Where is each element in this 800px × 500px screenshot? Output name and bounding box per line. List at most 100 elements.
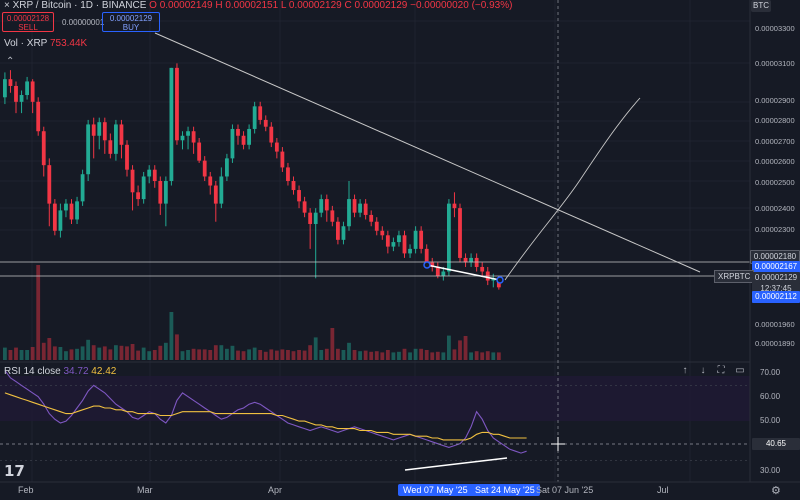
crosshair-cursor-icon [551, 437, 565, 451]
buy-button[interactable]: 0.00002129 BUY [102, 12, 160, 32]
sell-button[interactable]: 0.00002128 SELL [2, 12, 54, 32]
rsi-title[interactable]: RSI 14 close [4, 366, 61, 377]
volume-bar [3, 347, 7, 360]
settings-gear-icon[interactable]: ⚙ [771, 485, 781, 497]
volume-bar [474, 351, 479, 360]
candle-body [136, 192, 140, 200]
rsi-divergence-line[interactable] [404, 457, 508, 471]
volume-bar [247, 349, 251, 360]
volume-bar [458, 340, 462, 360]
volume-bar [297, 350, 301, 360]
volume-bar [441, 352, 446, 360]
sell-label: SELL [18, 23, 38, 32]
volume-bar [402, 348, 407, 360]
candle-body [447, 203, 451, 272]
symbol-title[interactable]: XRP / Bitcoin · 1D · BINANCE [12, 0, 147, 11]
volume-bar [363, 350, 368, 360]
price-axis-label: 0.00002700 [755, 137, 795, 146]
volume-bar [358, 351, 362, 360]
candle-body [324, 199, 329, 211]
candle-body [313, 212, 318, 224]
volume-bar [169, 312, 174, 360]
volume-bar [374, 351, 379, 360]
currency-badge[interactable]: BTC [751, 0, 771, 12]
rsi-axis[interactable]: 70.00 60.00 50.00 30.00 [760, 368, 781, 475]
volume-bar [330, 328, 335, 360]
candle-body [47, 165, 52, 204]
divergence-handle-end[interactable] [496, 276, 504, 284]
volume-bar [286, 350, 290, 360]
volume-bar [58, 347, 63, 360]
buy-price: 0.00002129 [109, 14, 153, 23]
rsi-axis-label: 30.00 [760, 466, 781, 475]
price-axis-label: 0.00002600 [755, 157, 795, 166]
volume-bar [8, 350, 13, 360]
volume-bar [435, 351, 440, 360]
volume-bar [469, 352, 473, 360]
volume-bar [64, 351, 68, 360]
volume-bar [141, 347, 146, 360]
price-axis[interactable]: 0.00003300 0.00003100 0.00002900 0.00002800… [755, 24, 795, 348]
candle-body [108, 140, 113, 154]
volume-bar [102, 346, 107, 360]
collapse-icon[interactable]: × [4, 0, 10, 11]
volume-bar [230, 345, 235, 360]
projection-curve[interactable] [504, 97, 641, 281]
candle-body [419, 230, 424, 249]
trendline[interactable] [154, 32, 701, 273]
divergence-handle-start[interactable] [423, 261, 431, 269]
volume-bar [352, 350, 357, 360]
volume-bar [86, 339, 91, 360]
volume-bar [380, 352, 385, 360]
volume-bar [336, 348, 340, 360]
price-axis-label: 0.00002900 [755, 96, 795, 105]
candle-body [64, 203, 68, 211]
volume-bar [308, 345, 313, 360]
volume-bar [263, 351, 268, 360]
candle-body [424, 248, 429, 263]
candle-body [391, 242, 396, 247]
x-highlight-start: Wed 07 May '25 [398, 484, 473, 496]
volume-bar [208, 350, 213, 360]
volume-bar [180, 351, 185, 360]
volume-bar [125, 346, 129, 360]
legend-collapse-icon[interactable]: ⌃ [6, 56, 15, 67]
tradingview-logo[interactable]: 17 [4, 462, 25, 480]
candle-body [336, 221, 340, 240]
move-up-icon[interactable]: ↑ [682, 365, 688, 376]
rsi-value: 34.72 [63, 366, 89, 377]
volume-bar [225, 348, 229, 360]
candle-body [286, 167, 290, 181]
price-axis-label: 0.00003300 [755, 24, 795, 33]
candle-body [202, 160, 207, 177]
candle-body [269, 126, 274, 143]
volume-bar [175, 334, 179, 360]
candle-body [219, 176, 224, 204]
x-label-jul: Jul [657, 485, 669, 495]
volume-label[interactable]: Vol · XRP [4, 38, 48, 49]
move-down-icon[interactable]: ↓ [700, 365, 706, 376]
maximize-pane-icon[interactable]: ⛶ [717, 365, 725, 376]
volume-bar [291, 351, 296, 360]
candle-body [491, 278, 496, 281]
sell-price: 0.00002128 [6, 14, 50, 23]
price-axis-label: 0.00003100 [755, 59, 795, 68]
candle-body [180, 135, 185, 141]
price-divergence-line[interactable] [426, 264, 501, 281]
candle-body [197, 142, 202, 161]
volume-bar [202, 349, 207, 360]
volume-bar [424, 350, 429, 360]
candle-body [147, 169, 152, 177]
volume-bar [25, 350, 29, 360]
candle-body [69, 203, 74, 220]
candle-body [358, 203, 362, 213]
candle-body [191, 131, 196, 143]
candle-body [52, 203, 57, 231]
price-tag-level3: 0.00002112 [752, 291, 800, 303]
candle-body [91, 124, 96, 136]
candle-body [452, 203, 457, 209]
symbol-price-label: XRPBTC [714, 270, 755, 283]
collapse-pane-icon[interactable]: ▭ [735, 365, 745, 376]
